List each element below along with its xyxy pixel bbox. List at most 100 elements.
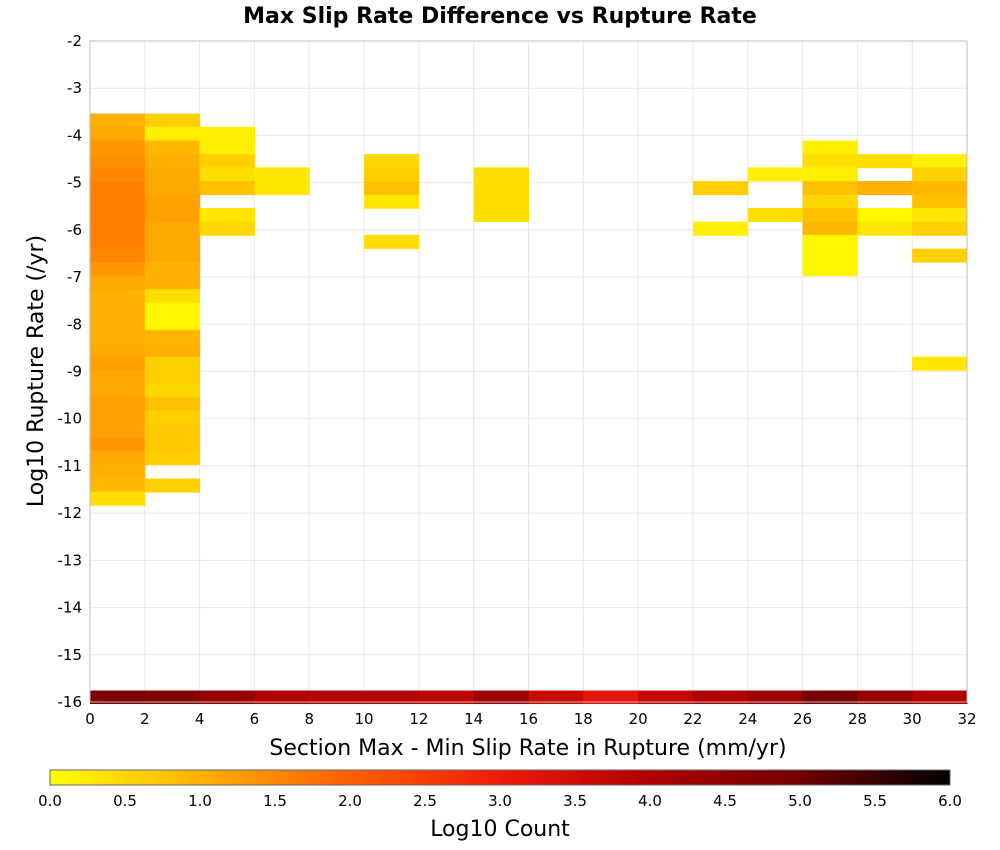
x-tick-label: 28 [848, 710, 867, 728]
heatmap-cell-bottom-row [747, 690, 804, 705]
heatmap-cell [144, 356, 201, 371]
heatmap-cell [912, 207, 968, 223]
heatmap-cell [144, 248, 201, 263]
heatmap-cell [90, 302, 146, 317]
heatmap-cell [90, 275, 146, 290]
heatmap-cell [144, 383, 201, 398]
y-tick-label: -14 [58, 599, 83, 617]
heatmap-cell [912, 194, 968, 209]
heatmap-cell [747, 167, 804, 182]
heatmap-cell [199, 221, 255, 236]
heatmap-cell [90, 154, 146, 169]
x-tick-label: 24 [738, 710, 757, 728]
heatmap-cell [364, 154, 420, 169]
x-tick-label: 12 [409, 710, 428, 728]
heatmap-cell [90, 464, 146, 479]
heatmap-cell [144, 316, 201, 331]
heatmap-cell [857, 207, 913, 223]
heatmap-cell [199, 167, 255, 182]
heatmap-cell [199, 207, 255, 223]
heatmap-cell [144, 424, 201, 439]
heatmap-cell [144, 451, 201, 466]
colorbar-tick-label: 4.0 [638, 792, 662, 810]
heatmap-cell [144, 343, 201, 358]
heatmap-cell [199, 126, 255, 141]
heatmap-cell [90, 356, 146, 371]
heatmap-cell-bottom-row [528, 690, 584, 705]
heatmap-cell [254, 167, 310, 182]
colorbar-tick-label: 5.0 [788, 792, 812, 810]
x-tick-label: 10 [355, 710, 374, 728]
x-tick-label: 14 [464, 710, 483, 728]
y-tick-label: -2 [67, 32, 82, 50]
colorbar-ticks: 0.0 0.5 1.0 1.5 2.0 2.5 3.0 3.5 4.0 4.5 5.0 5.5 6.0 [38, 792, 962, 810]
heatmap-cell [802, 140, 858, 155]
x-axis-ticks: 0 2 4 6 8 10 12 14 16 18 20 22 24 26 28 30 32 [85, 710, 976, 728]
heatmap-cell [90, 478, 146, 493]
x-tick-label: 8 [304, 710, 314, 728]
x-tick-label: 30 [903, 710, 922, 728]
y-tick-label: -7 [67, 268, 82, 286]
heatmap-cell [802, 262, 858, 277]
y-tick-label: -16 [58, 693, 83, 711]
colorbar [49, 769, 951, 786]
colorbar-tick-label: 0.0 [38, 792, 62, 810]
heatmap-cell [912, 248, 968, 263]
heatmap-cell [473, 181, 529, 196]
heatmap-cell [90, 437, 146, 452]
y-tick-label: -15 [58, 646, 83, 664]
y-tick-label: -13 [58, 551, 83, 569]
heatmap-cell [802, 181, 858, 196]
heatmap-cell [912, 356, 968, 371]
heatmap-cell [802, 194, 858, 209]
y-tick-label: -8 [67, 315, 82, 333]
heatmap-cell-bottom-row [90, 690, 146, 705]
colorbar-tick-label: 0.5 [113, 792, 137, 810]
heatmap-cell [747, 207, 804, 223]
y-tick-label: -10 [58, 410, 83, 428]
y-tick-label: -9 [67, 363, 82, 381]
heatmap-cell [144, 275, 201, 290]
heatmap-cell [144, 126, 201, 141]
heatmap-cell-bottom-row [638, 690, 694, 705]
heatmap-cell-bottom-row [309, 690, 365, 705]
heatmap-cell-bottom-row [418, 690, 475, 705]
heatmap-cell [90, 343, 146, 358]
heatmap-cell [144, 207, 201, 223]
heatmap-cell [144, 478, 201, 493]
heatmap-cell [802, 248, 858, 263]
heatmap-cell [90, 113, 146, 128]
heatmap-cell [90, 194, 146, 209]
heatmap-cell [90, 126, 146, 141]
heatmap-cell [90, 221, 146, 236]
heatmap-cell [364, 167, 420, 182]
heatmap-cell [90, 140, 146, 155]
heatmap-cell-bottom-row [692, 690, 749, 705]
heatmap-cell [199, 140, 255, 155]
heatmap-cell [364, 181, 420, 196]
heatmap-cell [144, 113, 201, 128]
y-tick-label: -3 [67, 79, 82, 97]
x-tick-label: 4 [195, 710, 205, 728]
y-tick-label: -5 [67, 174, 82, 192]
heatmap-cell-bottom-row [857, 690, 913, 705]
x-tick-label: 32 [957, 710, 976, 728]
chart-title: Max Slip Rate Difference vs Rupture Rate [243, 4, 757, 29]
heatmap-cell-bottom-row [473, 690, 529, 705]
heatmap-cell [144, 194, 201, 209]
colorbar-tick-label: 3.0 [488, 792, 512, 810]
heatmap-cell [90, 410, 146, 425]
heatmap-cell [473, 167, 529, 182]
heatmap-cell [90, 207, 146, 223]
y-tick-label: -6 [67, 221, 82, 239]
heatmap-cell [144, 140, 201, 155]
heatmap-cell-bottom-row [364, 690, 420, 705]
heatmap-cell [90, 451, 146, 466]
heatmap-cell [473, 194, 529, 209]
heatmap-cell [90, 234, 146, 249]
plot-area-border [89, 40, 968, 703]
heatmap-cell [144, 221, 201, 236]
heatmap-cell [912, 167, 968, 182]
heatmap-cell [90, 248, 146, 263]
heatmap-cell [144, 181, 201, 196]
